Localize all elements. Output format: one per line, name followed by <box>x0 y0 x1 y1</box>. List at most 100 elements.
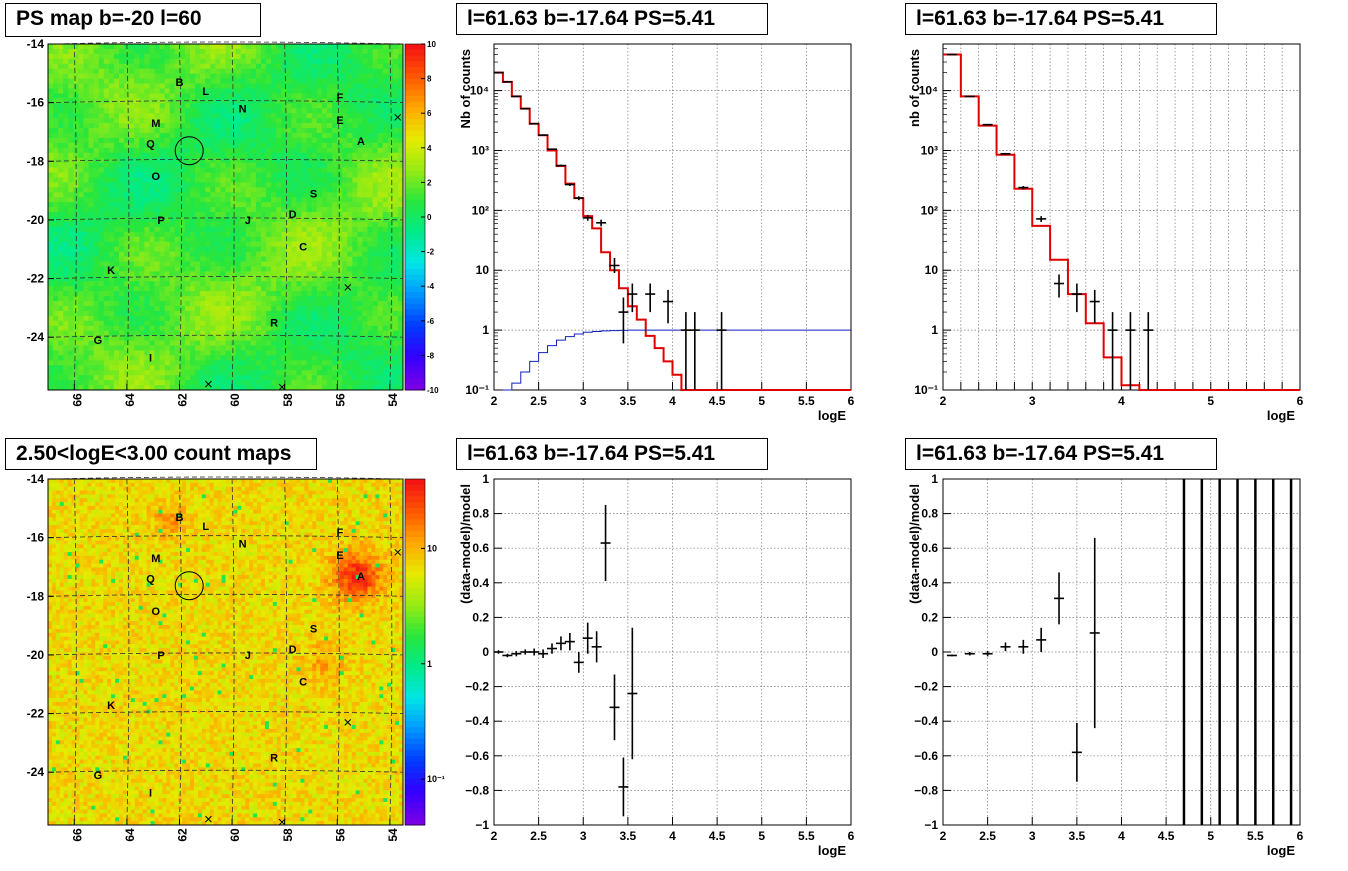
ps_map-pixel <box>276 251 282 257</box>
ps_map-pixel <box>200 137 206 144</box>
ps_map-pixel <box>276 88 282 94</box>
ps_map-pixel <box>382 212 389 218</box>
ps_map-pixel <box>78 355 84 361</box>
ps_map-pixel <box>372 187 379 193</box>
ps_map-pixel <box>245 132 252 139</box>
ps_map-pixel <box>357 123 363 129</box>
ps_map-pixel <box>372 98 379 104</box>
ps_map-pixel <box>195 305 201 312</box>
ps_map-pixel <box>149 340 155 346</box>
ps_map-pixel <box>108 276 115 282</box>
ps_map-pixel <box>154 286 160 292</box>
source-label-b: B <box>176 77 184 89</box>
ps_map-pixel <box>357 103 363 109</box>
ps_map-pixel <box>245 221 252 228</box>
ps_map-pixel <box>134 88 140 94</box>
ps_map-pixel <box>68 212 74 218</box>
ps_map-colorbar-swatch <box>405 193 425 201</box>
ps_map-pixel <box>235 251 242 257</box>
ps_map-pixel <box>377 48 384 55</box>
ps_map-pixel <box>220 118 226 124</box>
ps_map-pixel <box>382 88 389 94</box>
ps_map-pixel <box>296 48 302 55</box>
ps_map-pixel <box>169 48 176 55</box>
ps_map-pixel <box>195 291 201 297</box>
ps_map-pixel <box>48 162 54 168</box>
ps_map-pixel <box>392 113 399 119</box>
ps_map-pixel <box>362 108 368 114</box>
ps_map-pixel <box>179 68 186 75</box>
ps_map-pixel <box>347 103 353 109</box>
ps_map-pixel <box>83 103 89 109</box>
ps_map-pixel <box>326 132 333 139</box>
ps_map-pixel <box>377 310 384 317</box>
ps_map-x-tick-label: 58 <box>281 393 295 407</box>
ps_map-pixel <box>190 48 196 55</box>
ps_map-pixel <box>63 113 69 119</box>
ps_map-pixel <box>352 197 358 203</box>
ps_map-pixel <box>113 177 120 183</box>
ps_map-pixel <box>225 296 231 302</box>
ps_map-pixel <box>129 325 135 332</box>
ps_map-pixel <box>266 48 272 55</box>
ps_map-pixel <box>261 53 267 60</box>
source-label-k: K <box>107 265 115 277</box>
ps_map-pixel <box>108 360 115 366</box>
ps_map-pixel <box>240 345 247 351</box>
ps_map-pixel <box>301 152 308 159</box>
ps_map-pixel <box>392 375 399 381</box>
ps_map-pixel <box>220 157 226 164</box>
ps_map-pixel <box>387 44 394 50</box>
ps_map-pixel <box>372 53 379 60</box>
ps_map-pixel <box>200 385 206 391</box>
ps_map-pixel <box>225 330 231 337</box>
ps_map-pixel <box>392 221 399 228</box>
ps_map-pixel <box>83 256 89 262</box>
ps_map-pixel <box>195 167 201 173</box>
ps_map-pixel <box>220 301 226 307</box>
ps_map-pixel <box>200 360 206 366</box>
ps_map-pixel <box>113 251 120 257</box>
ps_map-pixel <box>250 58 257 65</box>
ps_map-pixel <box>271 192 277 198</box>
ps_map-pixel <box>276 123 282 129</box>
ps_map-pixel <box>124 281 130 287</box>
ps_map-pixel <box>250 53 257 60</box>
ps_map-pixel <box>271 103 277 109</box>
ps_map-pixel <box>326 108 333 114</box>
ps_map-pixel <box>159 182 166 188</box>
ps_map-pixel <box>235 98 242 104</box>
ps_map-pixel <box>205 380 211 386</box>
ps_map-pixel <box>286 48 292 55</box>
ps_map-pixel <box>332 187 338 193</box>
ps_map-pixel <box>321 63 328 70</box>
ps_map-pixel <box>184 360 191 366</box>
ps_map-pixel <box>169 142 176 149</box>
ps_map-pixel <box>169 73 176 79</box>
ps_map-pixel <box>291 58 297 65</box>
ps_map-pixel <box>124 266 130 272</box>
ps_map-pixel <box>139 261 145 267</box>
ps_map-pixel <box>174 350 181 356</box>
ps_map-pixel <box>159 147 166 154</box>
ps_map-pixel <box>103 271 110 277</box>
ps_map-pixel <box>342 231 348 238</box>
ps_map-pixel <box>83 330 89 337</box>
ps_map-pixel <box>382 182 389 188</box>
ps_map-pixel <box>255 187 262 193</box>
ps_map-pixel <box>144 187 150 193</box>
ps_map-pixel <box>53 375 59 381</box>
ps_map-pixel <box>68 192 74 198</box>
ps_map-pixel <box>134 182 140 188</box>
ps_map-pixel <box>347 88 353 94</box>
ps_map-pixel <box>98 340 105 346</box>
ps_map-pixel <box>250 231 257 238</box>
ps_map-pixel <box>387 157 394 164</box>
ps_map-pixel <box>261 226 267 233</box>
ps_map-pixel <box>347 73 353 79</box>
ps_map-pixel <box>205 320 211 327</box>
ps_map-pixel <box>164 68 171 75</box>
ps_map-pixel <box>113 236 120 243</box>
ps_map-pixel <box>306 276 313 282</box>
ps_map-pixel <box>195 128 201 134</box>
